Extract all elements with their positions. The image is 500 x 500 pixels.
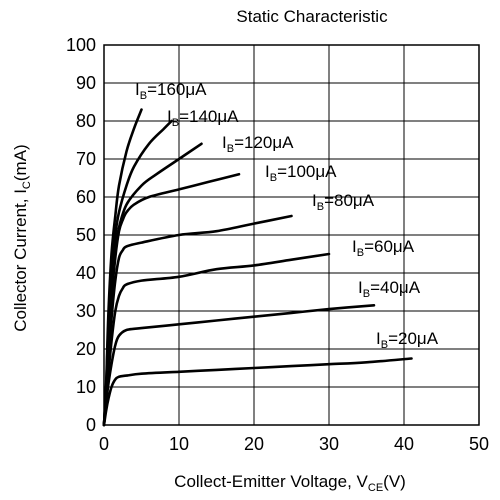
series-line-5 bbox=[102, 214, 293, 427]
chart-title: Static Characteristic bbox=[236, 7, 388, 26]
series-line-6 bbox=[102, 252, 331, 427]
y-tick-label: 70 bbox=[76, 149, 96, 169]
y-tick-label: 20 bbox=[76, 339, 96, 359]
curve-annotations: IB=160μA IB=140μA IB=120μA IB=100μA IB=80μA I… bbox=[135, 80, 439, 351]
x-tick-label: 40 bbox=[394, 434, 414, 454]
annotation-ib-2: IB=140μA bbox=[167, 107, 239, 129]
y-tick-label: 90 bbox=[76, 73, 96, 93]
annotation-ib-8: IB=20μA bbox=[376, 329, 439, 351]
y-tick-label: 40 bbox=[76, 263, 96, 283]
y-tick-label: 0 bbox=[86, 415, 96, 435]
y-tick-label: 60 bbox=[76, 187, 96, 207]
x-tick-label: 0 bbox=[99, 434, 109, 454]
x-tick-label: 50 bbox=[469, 434, 489, 454]
plot-frame bbox=[103, 44, 480, 426]
y-tick-label: 100 bbox=[66, 35, 96, 55]
series-curves bbox=[102, 108, 413, 427]
y-tick-label: 80 bbox=[76, 111, 96, 131]
annotation-ib-7: IB=40μA bbox=[358, 278, 421, 300]
x-tick-label: 30 bbox=[319, 434, 339, 454]
grid bbox=[104, 45, 479, 425]
annotation-ib-5: IB=80μA bbox=[312, 191, 375, 213]
y-tick-label: 30 bbox=[76, 301, 96, 321]
y-tick-labels: 0 10 20 30 40 50 60 70 80 90 100 bbox=[66, 35, 96, 435]
x-axis-title: Collect-Emitter Voltage, VCE(V) bbox=[174, 472, 406, 494]
series-line-8 bbox=[102, 357, 413, 427]
annotation-ib-1: IB=160μA bbox=[135, 80, 207, 102]
x-tick-label: 10 bbox=[169, 434, 189, 454]
annotation-ib-3: IB=120μA bbox=[222, 133, 294, 155]
y-tick-label: 50 bbox=[76, 225, 96, 245]
y-axis-title: Collector Current, IC(mA) bbox=[11, 144, 33, 331]
series-line-7 bbox=[102, 304, 376, 427]
annotation-ib-4: IB=100μA bbox=[265, 162, 337, 184]
y-tick-label: 10 bbox=[76, 377, 96, 397]
x-tick-labels: 0 10 20 30 40 50 bbox=[99, 434, 489, 454]
x-tick-label: 20 bbox=[244, 434, 264, 454]
annotation-ib-6: IB=60μA bbox=[352, 237, 415, 259]
